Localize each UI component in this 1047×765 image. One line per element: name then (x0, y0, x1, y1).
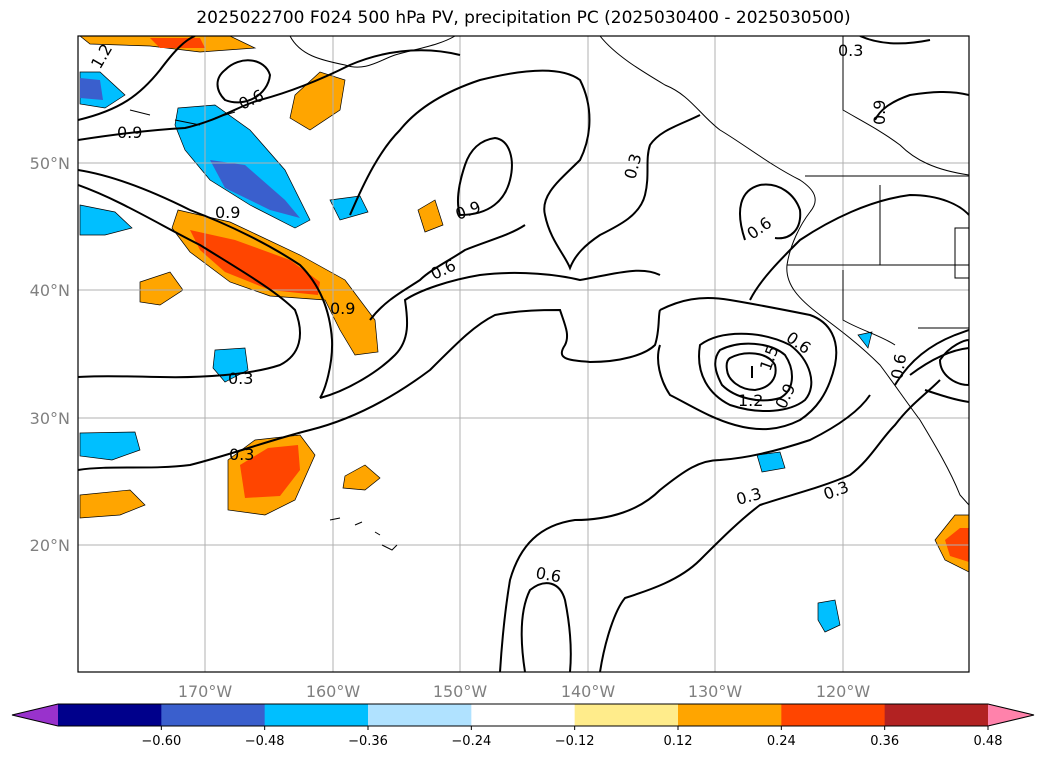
lat-label: 50°N (30, 154, 70, 173)
colorbar-tick-label: 0.48 (974, 734, 1003, 749)
precip-positive-regions (79, 36, 969, 573)
lat-label: 20°N (30, 536, 70, 555)
lon-label: 150°W (433, 682, 488, 701)
colorbar-left-extension (12, 704, 58, 726)
colorbar-outline (11, 703, 1035, 727)
lon-labels: 170°W 160°W 150°W 140°W 130°W 120°W (178, 682, 871, 701)
contour-label: 0.3 (838, 41, 863, 60)
colorbar-cell (471, 704, 576, 726)
contour-label: 0.9 (870, 100, 889, 125)
contour-label: 0.6 (887, 352, 910, 380)
colorbar-cell (264, 704, 369, 726)
lon-label: 160°W (306, 682, 361, 701)
lon-label: 140°W (561, 682, 616, 701)
colorbar-cell (368, 704, 472, 726)
lon-label: 170°W (178, 682, 233, 701)
pv-contours (78, 36, 969, 672)
contour-label: 0.9 (215, 203, 240, 222)
colorbar-tick-label: −0.48 (245, 734, 285, 749)
lat-label: 30°N (30, 409, 70, 428)
colorbar-cell (678, 704, 782, 726)
colorbar-tick-label: 0.12 (664, 734, 693, 749)
colorbar: −0.60 −0.48 −0.36 −0.24 −0.12 0.12 0.24 0.36 0.4… (11, 703, 1035, 749)
contour-label: 0.3 (229, 445, 254, 464)
map-gridlines (78, 36, 969, 672)
contour-label: 0.6 (534, 563, 562, 586)
colorbar-cell (884, 704, 989, 726)
contour-label: 1.2 (738, 391, 763, 410)
lon-label: 120°W (816, 682, 871, 701)
colorbar-tick-label: 0.24 (767, 734, 796, 749)
lon-label: 130°W (688, 682, 743, 701)
map-frame (77, 35, 970, 673)
colorbar-tick-label: −0.24 (451, 734, 491, 749)
colorbar-tick-label: −0.36 (348, 734, 388, 749)
map-title: 2025022700 F024 500 hPa PV, precipitatio… (196, 8, 851, 28)
colorbar-tick-label: −0.60 (141, 734, 181, 749)
colorbar-right-extension (988, 704, 1034, 726)
colorbar-cell (58, 704, 162, 726)
colorbar-cell (161, 704, 266, 726)
colorbar-cell (781, 704, 886, 726)
contour-label: 0.9 (330, 299, 355, 318)
colorbar-tick-label: 0.36 (870, 734, 899, 749)
contour-label: 0.9 (117, 123, 142, 142)
lat-labels: 50°N 40°N 30°N 20°N (30, 154, 70, 555)
coastlines (129, 36, 969, 551)
colorbar-cell (574, 704, 679, 726)
colorbar-tick-label: −0.12 (555, 734, 595, 749)
contour-label: 0.3 (228, 369, 253, 388)
lat-label: 40°N (30, 281, 70, 300)
